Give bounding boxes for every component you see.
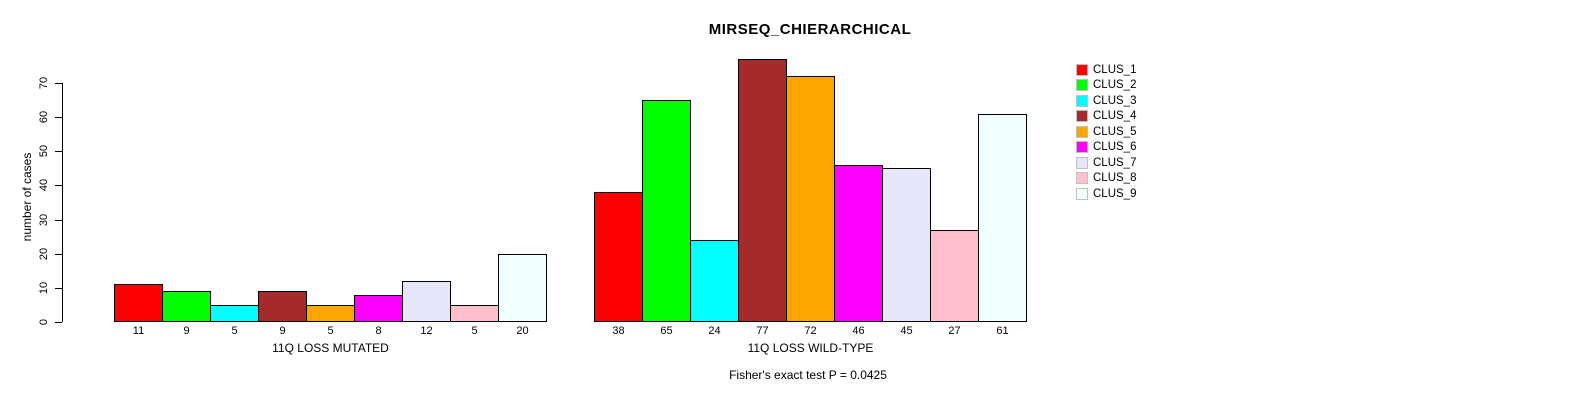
legend-row: CLUS_2	[1076, 78, 1136, 94]
bar-clus_8	[930, 230, 979, 322]
legend: CLUS_1 CLUS_2 CLUS_3 CLUS_4 CLUS_5 CLUS_6 CLUS…	[1076, 62, 1136, 202]
bar-clus_2	[642, 100, 691, 322]
y-tick-label: 10	[38, 281, 50, 294]
legend-row: CLUS_9	[1076, 186, 1136, 202]
chart-title: MIRSEQ_CHIERARCHICAL	[708, 21, 912, 38]
legend-label: CLUS_8	[1093, 172, 1137, 185]
footnote: Fisher's exact test P = 0.0425	[729, 368, 887, 382]
bar-value-label: 12	[420, 325, 433, 337]
legend-row: CLUS_5	[1076, 124, 1136, 140]
bar-clus_7	[882, 168, 931, 322]
bar-clus_4	[738, 59, 787, 322]
legend-label: CLUS_1	[1093, 63, 1137, 76]
bar-value-row: 11 9 5 9 5 8 12 5 20	[114, 325, 546, 337]
y-tick-mark	[55, 151, 62, 153]
bar-value-label: 9	[279, 325, 286, 337]
y-axis	[62, 83, 63, 322]
bar-clus_2	[162, 291, 211, 322]
y-tick-label: 50	[38, 145, 50, 158]
y-tick-label: 60	[38, 111, 50, 124]
bar-value-label: 65	[660, 325, 673, 337]
y-tick-label: 20	[38, 247, 50, 260]
legend-swatch-icon	[1076, 110, 1088, 123]
bar-value-label: 72	[804, 325, 817, 337]
legend-label: CLUS_6	[1093, 141, 1137, 154]
bar-value-label: 5	[231, 325, 238, 337]
bar-clus_8	[450, 305, 499, 322]
legend-row: CLUS_3	[1076, 93, 1136, 109]
legend-swatch-icon	[1076, 172, 1088, 185]
legend-label: CLUS_5	[1093, 125, 1137, 138]
bar-value-label: 5	[471, 325, 478, 337]
legend-swatch-icon	[1076, 141, 1088, 154]
bar-clus_6	[834, 165, 883, 322]
legend-swatch-icon	[1076, 125, 1088, 138]
bar-clus_7	[402, 281, 451, 322]
group-axis-label: 11Q LOSS WILD-TYPE	[747, 341, 874, 355]
bar-group	[594, 59, 1027, 322]
bar-clus_5	[786, 76, 835, 322]
y-tick-mark	[55, 253, 62, 255]
bar-clus_3	[210, 305, 259, 322]
bar-value-label: 5	[327, 325, 334, 337]
legend-row: CLUS_4	[1076, 109, 1136, 125]
y-tick-mark	[55, 287, 62, 289]
legend-swatch-icon	[1076, 156, 1088, 169]
legend-swatch-icon	[1076, 79, 1088, 92]
y-tick-label: 40	[38, 179, 50, 192]
bar-value-label: 11	[132, 325, 145, 337]
bar-clus_1	[594, 192, 643, 322]
bar-clus_5	[306, 305, 355, 322]
y-tick-mark	[55, 117, 62, 119]
y-tick-mark	[55, 83, 62, 84]
y-tick-label: 30	[38, 213, 50, 226]
bar-value-row: 38 65 24 77 72 46 45 27 61	[594, 325, 1026, 337]
bar-clus_3	[690, 240, 739, 322]
bar-clus_9	[498, 254, 547, 322]
legend-swatch-icon	[1076, 94, 1088, 107]
legend-row: CLUS_7	[1076, 155, 1136, 171]
legend-swatch-icon	[1076, 63, 1088, 76]
legend-label: CLUS_9	[1093, 187, 1137, 200]
bar-value-label: 45	[900, 325, 913, 337]
legend-swatch-icon	[1076, 187, 1088, 200]
y-tick-mark	[55, 219, 62, 221]
bar-clus_6	[354, 295, 403, 322]
bar-clus_4	[258, 291, 307, 322]
bar-group	[114, 254, 547, 322]
y-tick-mark	[55, 322, 62, 323]
legend-row: CLUS_6	[1076, 140, 1136, 156]
bar-value-label: 61	[996, 325, 1009, 337]
bar-value-label: 8	[375, 325, 382, 337]
bar-value-label: 77	[756, 325, 769, 337]
bar-value-label: 24	[708, 325, 721, 337]
bar-value-label: 38	[612, 325, 625, 337]
y-tick-label: 0	[38, 318, 50, 326]
y-tick-label: 70	[38, 76, 50, 90]
bar-clus_9	[978, 114, 1027, 322]
legend-row: CLUS_1	[1076, 62, 1136, 78]
legend-label: CLUS_3	[1093, 94, 1137, 107]
bar-value-label: 46	[852, 325, 865, 337]
bar-value-label: 27	[948, 325, 961, 337]
legend-label: CLUS_4	[1093, 110, 1137, 123]
y-tick-mark	[55, 185, 62, 187]
legend-row: CLUS_8	[1076, 171, 1136, 187]
legend-label: CLUS_7	[1093, 156, 1137, 169]
bar-value-label: 9	[183, 325, 190, 337]
group-axis-label: 11Q LOSS MUTATED	[272, 341, 389, 355]
bar-value-label: 20	[516, 325, 529, 337]
legend-label: CLUS_2	[1093, 79, 1137, 92]
y-axis-label: number of cases	[20, 152, 34, 242]
bar-clus_1	[114, 284, 163, 322]
